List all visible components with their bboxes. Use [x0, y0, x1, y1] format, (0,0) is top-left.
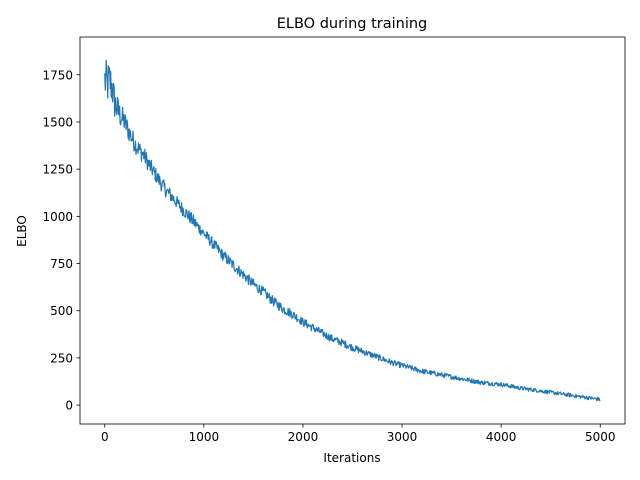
- x-tick-label: 5000: [585, 430, 616, 444]
- y-tick-label: 1750: [42, 68, 73, 82]
- chart-title: ELBO during training: [277, 16, 428, 32]
- elbo-series-line: [104, 59, 601, 402]
- y-tick-label: 1000: [42, 210, 73, 224]
- y-tick-label: 250: [50, 351, 73, 365]
- x-axis: 0 1000 2000 3000 4000 5000: [101, 424, 616, 444]
- x-axis-label: Iterations: [323, 451, 380, 465]
- y-tick-label: 1250: [42, 163, 73, 177]
- x-tick-label: 0: [101, 430, 109, 444]
- y-tick-label: 750: [50, 257, 73, 271]
- y-axis-label: ELBO: [15, 215, 29, 247]
- y-tick-label: 1500: [42, 115, 73, 129]
- plot-area: [104, 59, 601, 402]
- plot-frame: [79, 36, 626, 425]
- x-tick-label: 1000: [189, 430, 220, 444]
- x-tick-label: 2000: [288, 430, 319, 444]
- y-tick-label: 500: [50, 304, 73, 318]
- x-tick-label: 4000: [486, 430, 517, 444]
- x-tick-label: 3000: [387, 430, 418, 444]
- y-axis: 0 250 500 750 1000 1250 1500 1750: [42, 68, 80, 413]
- y-tick-label: 0: [65, 399, 73, 413]
